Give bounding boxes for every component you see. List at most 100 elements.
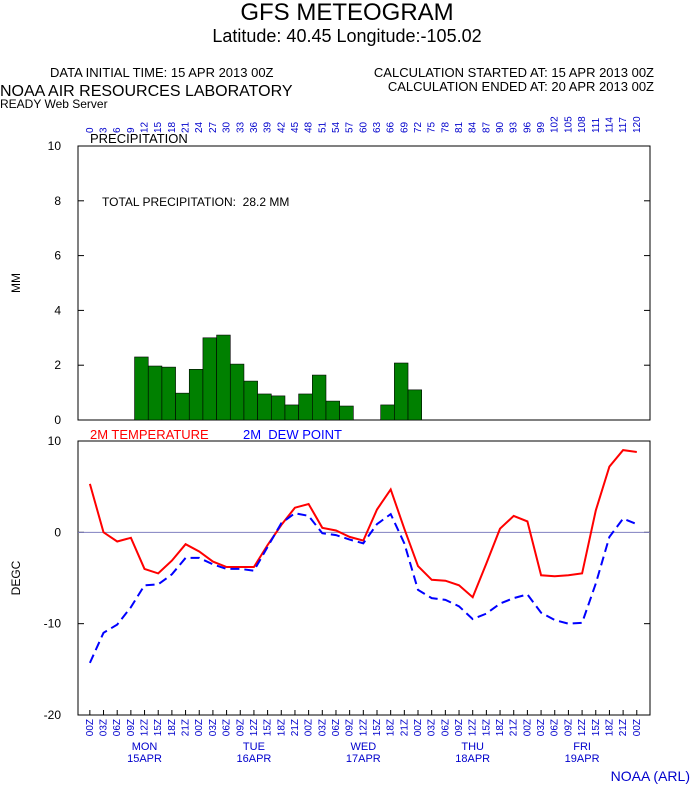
precip-bar <box>216 334 231 421</box>
hour-label: 45 <box>290 121 301 133</box>
hour-label: 96 <box>522 121 533 133</box>
precip-bar <box>161 366 176 421</box>
x-tick-label: 18Z <box>276 719 287 736</box>
hour-label: 24 <box>194 121 205 133</box>
hour-label: 39 <box>263 121 274 133</box>
x-tick-label: 21Z <box>509 719 520 736</box>
organization: NOAA AIR RESOURCES LABORATORY <box>0 83 293 100</box>
hour-label: 30 <box>222 121 233 133</box>
legend-entry: 2M TEMPERATURE <box>90 427 209 442</box>
precip-bar <box>325 400 340 421</box>
precip-bar <box>284 404 299 421</box>
server: READY Web Server <box>0 97 108 111</box>
series-line <box>88 449 637 599</box>
x-tick-label: 03Z <box>208 719 219 736</box>
hour-label: 117 <box>618 117 629 133</box>
y-tick-label: 10 <box>48 434 62 448</box>
x-tick-label: 00Z <box>413 719 424 736</box>
y-tick-label: -10 <box>44 617 62 631</box>
calc-started: CALCULATION STARTED AT: 15 APR 2013 00Z <box>374 65 654 80</box>
x-tick-label: 00Z <box>632 719 643 736</box>
hour-label: 3 <box>99 127 110 133</box>
hour-label: 90 <box>495 121 506 133</box>
plot-frame <box>77 440 651 716</box>
y-axis-label: DEGC <box>9 560 23 595</box>
hour-label: 9 <box>126 127 137 133</box>
hour-label: 33 <box>235 121 246 133</box>
hour-label: 84 <box>468 121 479 133</box>
x-tick-label: 06Z <box>550 719 561 736</box>
hour-label: 69 <box>399 121 410 133</box>
x-tick-label: 12Z <box>468 719 479 736</box>
y-tick-label: 4 <box>54 303 61 317</box>
hour-label: 66 <box>386 121 397 133</box>
x-tick-label: 12Z <box>249 719 260 736</box>
hour-label: 15 <box>153 121 164 133</box>
hour-label: 102 <box>550 116 561 133</box>
precip-bar <box>188 369 204 421</box>
x-tick-label: 09Z <box>345 719 356 736</box>
hour-label: 114 <box>604 117 615 133</box>
precip-bar <box>147 365 163 421</box>
plot-frame <box>77 145 651 421</box>
precip-bar <box>270 395 286 421</box>
hour-label: 72 <box>413 121 424 133</box>
precip-bar <box>134 356 149 421</box>
x-tick-label: 06Z <box>440 719 451 736</box>
date-label: 16APR <box>237 753 272 765</box>
y-tick-label: 10 <box>48 139 62 153</box>
x-tick-label: 18Z <box>386 719 397 736</box>
hour-label: 54 <box>331 121 342 133</box>
x-tick-label: 15Z <box>481 719 492 736</box>
x-tick-label: 00Z <box>522 719 533 736</box>
hour-label: 111 <box>591 117 602 133</box>
y-tick-label: 0 <box>54 525 61 539</box>
day-label: TUE <box>243 741 265 753</box>
x-tick-label: 06Z <box>112 719 123 736</box>
day-label: THU <box>461 741 484 753</box>
precip-bar <box>175 392 190 421</box>
x-tick-label: 00Z <box>194 719 205 736</box>
x-tick-label: 18Z <box>167 719 178 736</box>
precip-bar <box>394 362 409 421</box>
hour-label: 51 <box>317 121 328 133</box>
x-tick-label: 12Z <box>577 719 588 736</box>
x-tick-label: 18Z <box>495 719 506 736</box>
x-tick-label: 21Z <box>618 719 629 736</box>
hour-label: 18 <box>167 121 178 133</box>
y-tick-label: -20 <box>44 708 62 722</box>
x-tick-label: 06Z <box>222 719 233 736</box>
precip-bar <box>243 380 258 421</box>
x-tick-label: 06Z <box>331 719 342 736</box>
precip-bar <box>339 405 354 421</box>
x-tick-label: 00Z <box>85 719 96 736</box>
hour-label: 108 <box>577 116 588 133</box>
precip-bar <box>312 374 327 421</box>
panel-title: PRECIPITATION <box>90 131 188 146</box>
hour-label: 60 <box>358 121 369 133</box>
footer: NOAA (ARL) <box>611 768 690 784</box>
x-tick-label: 18Z <box>604 719 615 736</box>
annotation: TOTAL PRECIPITATION: 28.2 MM <box>102 195 289 209</box>
x-tick-label: 03Z <box>536 719 547 736</box>
x-tick-label: 09Z <box>454 719 465 736</box>
x-tick-label: 03Z <box>427 719 438 736</box>
precip-bar <box>202 337 217 421</box>
precip-bar <box>298 393 313 421</box>
hour-label: 48 <box>304 121 315 133</box>
precip-bar <box>257 393 272 421</box>
x-tick-label: 09Z <box>126 719 137 736</box>
subtitle: Latitude: 40.45 Longitude:-105.02 <box>212 26 481 46</box>
y-tick-label: 6 <box>54 249 61 263</box>
y-axis-label: MM <box>9 273 23 293</box>
precip-bar <box>229 363 245 421</box>
x-tick-label: 09Z <box>235 719 246 736</box>
hour-label: 120 <box>632 116 643 133</box>
hour-label: 78 <box>440 121 451 133</box>
legend-entry: 2M DEW POINT <box>243 427 342 442</box>
hour-label: 105 <box>563 116 574 133</box>
x-tick-label: 21Z <box>399 719 410 736</box>
hour-label: 99 <box>536 121 547 133</box>
x-tick-label: 03Z <box>317 719 328 736</box>
